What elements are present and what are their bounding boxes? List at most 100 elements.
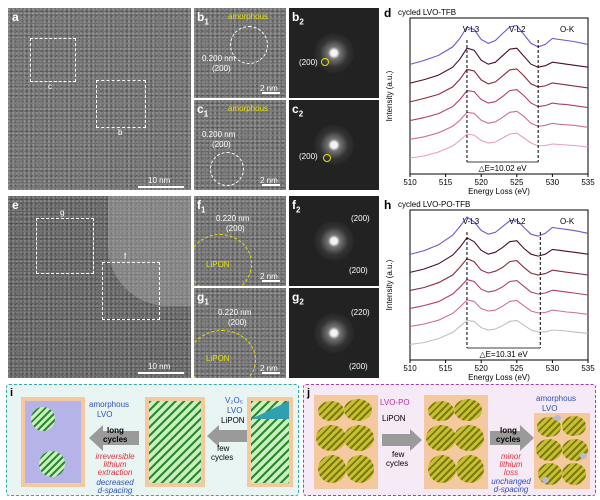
amorphous-label-b1: amorphous	[228, 12, 269, 21]
dspacing-b1: 0.200 nm	[202, 54, 236, 63]
grain-j1-b	[344, 399, 372, 421]
amorphous-text-i: amorphous	[89, 400, 130, 409]
scale-text-b1: 2 nm	[260, 84, 278, 93]
cell-pristine-j	[314, 395, 378, 489]
decreased-text-i: decreased d-spacing	[96, 478, 134, 495]
cycles-few-text-j: cycles	[386, 459, 409, 468]
x-tick-label: 525	[510, 178, 524, 187]
v2o5-text-i: V₂O₅	[225, 396, 243, 405]
x-tick-label: 520	[475, 364, 489, 373]
cell-few-cycled-j	[424, 395, 488, 489]
scale-bar-f1	[262, 280, 280, 282]
cycles-long-text-i: cycles	[103, 435, 128, 444]
scale-text-c1: 2 nm	[260, 176, 278, 185]
peak-label: O-K	[560, 217, 575, 226]
panel-label-j: j	[307, 387, 311, 399]
scale-text-g1: 2 nm	[260, 364, 278, 373]
x-tick-label: 515	[439, 178, 453, 187]
amorphous-label-c1: amorphous	[228, 104, 269, 113]
fft-spot-c2	[323, 154, 331, 162]
x-tick-label: 510	[403, 364, 417, 373]
grain-j1-c	[316, 425, 346, 451]
scale-text-f1: 2 nm	[260, 272, 278, 281]
plane-c1: (200)	[212, 140, 231, 149]
arrow-few-cycles-j	[382, 429, 422, 451]
spectrum-line	[409, 89, 589, 122]
tem-panel-e: e g f 10 nm	[8, 196, 191, 378]
spectrum-line	[409, 278, 589, 309]
amorphous-spot-j-1	[554, 415, 561, 421]
fft-plane-g2-top: (220)	[351, 308, 370, 317]
unchanged-text-j: unchanged d-spacing	[491, 477, 531, 494]
scale-bar-g1	[262, 372, 280, 374]
x-tick-label: 520	[475, 178, 489, 187]
lipon-text-i: LiPON	[221, 416, 245, 425]
scale-text-a: 10 nm	[148, 176, 171, 185]
y-axis-label: Intensity (a.u.)	[385, 259, 394, 310]
cell-long-cycled-j	[534, 413, 590, 489]
arrow-long-cycles-i	[89, 425, 139, 451]
crystal-circle-c1	[210, 152, 244, 186]
crystal-grain-i-1	[31, 407, 55, 431]
spectrum-line	[409, 258, 589, 291]
chart-title: cycled LVO-TFB	[398, 8, 456, 17]
fft-plane-f2-bottom: (200)	[349, 266, 368, 275]
spectrum-line	[409, 24, 589, 65]
peak-label: V-L2	[509, 25, 526, 34]
long-text-j: long	[500, 426, 517, 435]
eels-chart-h: cycled LVO-PO-TFB 510 515 520 525 530 535 Energ…	[385, 200, 595, 382]
lvo-po-text-j: LVO-PO	[380, 398, 410, 407]
scale-bar-e	[138, 372, 184, 374]
crystal-grain-i-2	[39, 451, 65, 477]
x-tick-label: 535	[581, 178, 595, 187]
peak-label: V-L3	[463, 25, 480, 34]
panel-label-e: e	[12, 198, 19, 212]
fft-panel-f2: f2 (200) (200)	[289, 196, 379, 286]
tem-panel-c1: c1 amorphous 0.200 nm (200) 2 nm	[194, 100, 286, 190]
eels-panel-d: d cycled LVO-TFB 510 515 520 525 530 535 Energy…	[382, 4, 596, 196]
lvo-text-j: LVO	[542, 404, 558, 413]
x-tick-label: 510	[403, 178, 417, 187]
region-box-g	[36, 218, 94, 274]
region-label-f: f	[124, 252, 127, 261]
region-label-g: g	[60, 208, 65, 217]
grain-j1-f	[346, 455, 374, 483]
x-tick-label: 535	[581, 364, 595, 373]
scale-bar-b1	[262, 92, 280, 94]
fft-spot-b2	[321, 58, 329, 66]
lipon-label-f1: LiPON	[206, 260, 230, 269]
fft-plane-c2: (200)	[299, 152, 318, 161]
eels-chart-d: cycled LVO-TFB 510 515 520 525 530 535 Energy L…	[385, 8, 595, 196]
region-box-f	[102, 262, 160, 320]
long-text-i: long	[107, 426, 124, 435]
lvo-text-i: LVO	[97, 410, 113, 419]
panel-label-g2: g2	[292, 290, 304, 307]
fft-panel-c2: c2 (200)	[289, 100, 379, 190]
x-axis-label: Energy Loss (eV)	[468, 373, 530, 382]
spectrum-line	[409, 47, 589, 84]
tem-panel-f1: f1 0.220 nm (200) LiPON 2 nm	[194, 196, 286, 286]
schematic-j: j LVO-PO LiPON few cycles amorphous LVO …	[303, 384, 596, 496]
region-box-b	[96, 80, 146, 128]
cell-long-cycled-i	[21, 397, 85, 487]
region-label-b: b	[118, 128, 123, 137]
plane-g1: (200)	[228, 318, 247, 327]
arrow-few-cycles-i	[207, 425, 247, 447]
x-tick-label: 515	[439, 364, 453, 373]
panel-label-i: i	[10, 387, 14, 399]
spectrum-line	[409, 237, 589, 273]
amorphous-text-j: amorphous	[536, 394, 577, 403]
minor-loss-text-j: minor lithium loss	[499, 452, 523, 477]
panel-label-b1: b1	[197, 10, 209, 27]
grain-j1-d	[344, 425, 374, 451]
region-label-c: c	[48, 82, 52, 91]
panel-label-a: a	[12, 10, 19, 24]
spectrum-line	[409, 68, 589, 103]
amorphous-spot-j-2	[580, 453, 587, 459]
panel-label-f1: f1	[197, 198, 206, 215]
schematic-i: i amorphous LVO long cycles irreversible…	[6, 384, 299, 496]
region-box-c	[30, 38, 76, 82]
fft-plane-g2-bottom: (200)	[349, 362, 368, 371]
amorphous-circle-b1	[230, 26, 268, 64]
x-tick-label: 530	[546, 364, 560, 373]
